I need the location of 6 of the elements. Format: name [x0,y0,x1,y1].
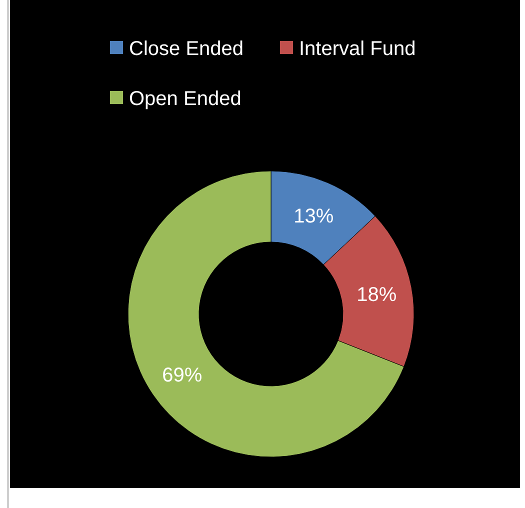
data-label: 69% [162,364,202,386]
data-label: 13% [294,205,334,228]
legend-label: Open Ended [129,88,242,110]
data-label: 18% [356,284,397,306]
legend-label: Interval Fund [299,38,416,60]
legend-label: Close Ended [129,38,244,60]
